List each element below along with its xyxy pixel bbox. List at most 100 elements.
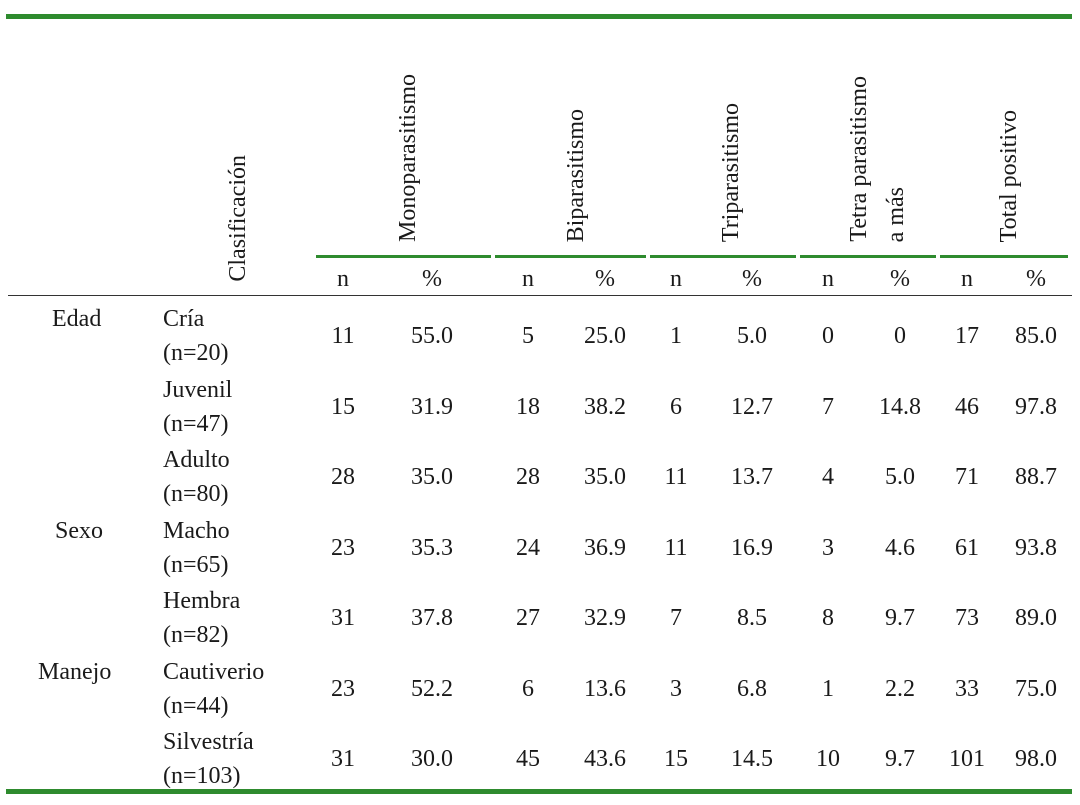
table-cell: 8 bbox=[822, 605, 834, 631]
table-cell: 46 bbox=[955, 393, 979, 420]
table-cell: 43.6 bbox=[584, 746, 626, 772]
table-cell: 9.7 bbox=[885, 605, 915, 631]
table-cell: 1 bbox=[670, 323, 682, 349]
table-cell: 61 bbox=[955, 534, 979, 561]
column-group-header: Monoparasitismo bbox=[395, 74, 421, 242]
table-cell: 31.9 bbox=[411, 393, 453, 420]
table-cell: 11 bbox=[664, 534, 688, 561]
row-n-label: (n=20) bbox=[163, 340, 229, 366]
table-cell: 27 bbox=[516, 605, 540, 631]
table-cell: 13.7 bbox=[731, 464, 773, 490]
column-group-header: Triparasitismo bbox=[718, 102, 744, 242]
row-n-label: (n=80) bbox=[163, 481, 229, 507]
row-n-label: (n=82) bbox=[163, 622, 229, 648]
table-cell: 71 bbox=[955, 464, 979, 490]
row-label: Cría bbox=[163, 306, 205, 332]
table-cell: 7 bbox=[822, 393, 834, 420]
sub-header: n bbox=[961, 266, 973, 292]
column-group-header: Tetra parasitismo bbox=[846, 76, 872, 242]
table-cell: 98.0 bbox=[1015, 746, 1057, 772]
table-cell: 17 bbox=[955, 323, 979, 349]
table-cell: 52.2 bbox=[411, 675, 453, 702]
table-cell: 15 bbox=[664, 746, 688, 772]
table-cell: 45 bbox=[516, 746, 540, 772]
sub-header: % bbox=[595, 266, 615, 292]
table-cell: 16.9 bbox=[731, 534, 773, 561]
column-group-header: a más bbox=[883, 186, 909, 242]
column-group-rule bbox=[940, 255, 1068, 258]
table-cell: 0 bbox=[822, 323, 834, 349]
table-cell: 31 bbox=[331, 605, 355, 631]
table-cell: 2.2 bbox=[885, 675, 915, 702]
table-cell: 3 bbox=[822, 534, 834, 561]
column-group-rule bbox=[316, 255, 491, 258]
table-cell: 11 bbox=[331, 323, 355, 349]
table-cell: 23 bbox=[331, 534, 355, 561]
table-cell: 28 bbox=[516, 464, 540, 490]
table-cell: 55.0 bbox=[411, 323, 453, 349]
table-cell: 4 bbox=[822, 464, 834, 490]
table-cell: 5.0 bbox=[737, 323, 767, 349]
row-label: Cautiverio bbox=[163, 658, 265, 685]
row-n-label: (n=103) bbox=[163, 763, 241, 789]
table-cell: 75.0 bbox=[1015, 675, 1057, 702]
table-cell: 32.9 bbox=[584, 605, 626, 631]
sub-header: n bbox=[337, 266, 349, 292]
table-cell: 10 bbox=[816, 746, 840, 772]
table-cell: 30.0 bbox=[411, 746, 453, 772]
table-cell: 6 bbox=[670, 393, 682, 420]
table-cell: 73 bbox=[955, 605, 979, 631]
table-cell: 37.8 bbox=[411, 605, 453, 631]
header-divider bbox=[8, 295, 1072, 296]
sub-header: % bbox=[742, 266, 762, 292]
bottom-rule bbox=[6, 789, 1072, 794]
row-n-label: (n=44) bbox=[163, 692, 229, 719]
table-cell: 35.0 bbox=[411, 464, 453, 490]
sub-header: % bbox=[422, 266, 442, 292]
table-cell: 89.0 bbox=[1015, 605, 1057, 631]
table-cell: 11 bbox=[664, 464, 688, 490]
table-cell: 14.8 bbox=[879, 393, 921, 420]
sub-header: % bbox=[890, 266, 910, 292]
top-rule bbox=[6, 14, 1072, 19]
column-group-rule bbox=[800, 255, 936, 258]
row-label: Juvenil bbox=[163, 376, 233, 403]
sub-header: n bbox=[670, 266, 682, 292]
sub-header: n bbox=[522, 266, 534, 292]
table-cell: 18 bbox=[516, 393, 540, 420]
table-cell: 3 bbox=[670, 675, 682, 702]
table-cell: 101 bbox=[949, 746, 985, 772]
row-label: Hembra bbox=[163, 588, 241, 614]
table-cell: 28 bbox=[331, 464, 355, 490]
column-group-header: Biparasitismo bbox=[563, 108, 589, 242]
table-cell: 5.0 bbox=[885, 464, 915, 490]
table-cell: 14.5 bbox=[731, 746, 773, 772]
table-cell: 35.3 bbox=[411, 534, 453, 561]
classification-header: Clasificación bbox=[225, 155, 251, 282]
table-cell: 97.8 bbox=[1015, 393, 1057, 420]
table-cell: 0 bbox=[894, 323, 906, 349]
table-cell: 7 bbox=[670, 605, 682, 631]
row-group-label: Sexo bbox=[55, 517, 103, 544]
table-cell: 38.2 bbox=[584, 393, 626, 420]
row-n-label: (n=47) bbox=[163, 410, 229, 437]
table-cell: 5 bbox=[522, 323, 534, 349]
column-group-rule bbox=[650, 255, 796, 258]
table-cell: 93.8 bbox=[1015, 534, 1057, 561]
table-cell: 88.7 bbox=[1015, 464, 1057, 490]
row-n-label: (n=65) bbox=[163, 551, 229, 578]
row-label: Macho bbox=[163, 517, 230, 544]
table-cell: 85.0 bbox=[1015, 323, 1057, 349]
row-label: Adulto bbox=[163, 447, 230, 473]
row-group-label: Manejo bbox=[38, 658, 112, 685]
table-cell: 36.9 bbox=[584, 534, 626, 561]
table-cell: 31 bbox=[331, 746, 355, 772]
table-cell: 13.6 bbox=[584, 675, 626, 702]
column-group-header: Total positivo bbox=[996, 109, 1022, 242]
table-cell: 15 bbox=[331, 393, 355, 420]
table-cell: 6.8 bbox=[737, 675, 767, 702]
table-cell: 35.0 bbox=[584, 464, 626, 490]
table-cell: 9.7 bbox=[885, 746, 915, 772]
table-cell: 25.0 bbox=[584, 323, 626, 349]
table-cell: 33 bbox=[955, 675, 979, 702]
